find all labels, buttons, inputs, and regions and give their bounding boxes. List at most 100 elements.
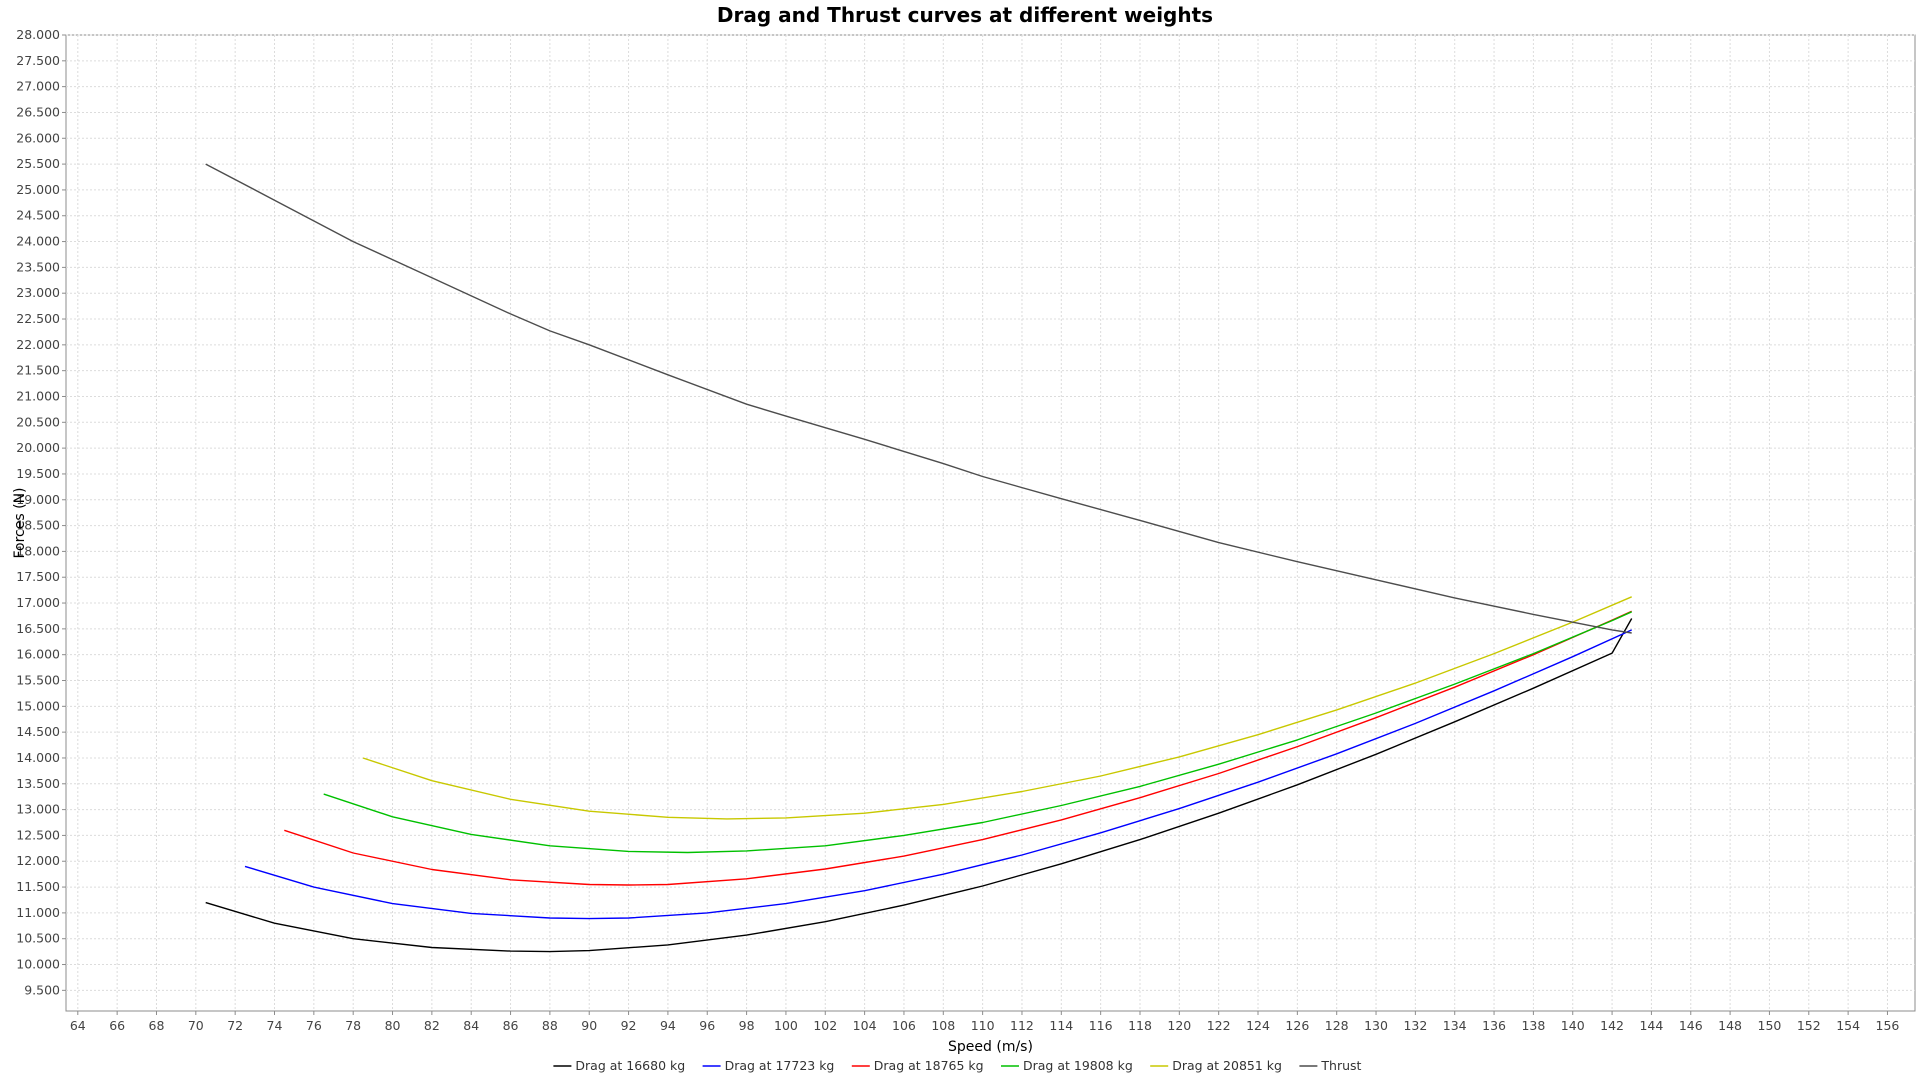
y-tick-label: 26.500	[16, 104, 60, 119]
x-tick-label: 112	[1010, 1018, 1034, 1033]
x-tick-label: 142	[1600, 1018, 1624, 1033]
series-line-drag-at-19808-kg	[323, 611, 1632, 854]
y-tick-label: 23.500	[16, 259, 60, 274]
x-tick-label: 108	[931, 1018, 955, 1033]
y-tick-label: 25.500	[16, 156, 60, 171]
x-tick-label: 96	[699, 1018, 715, 1033]
x-tick-label: 68	[149, 1018, 165, 1033]
y-tick-label: 16.000	[16, 647, 60, 662]
y-tick-label: 24.500	[16, 208, 60, 223]
y-tick-label: 11.000	[16, 905, 60, 920]
legend: Drag at 16680 kg Drag at 17723 kg Drag at …	[553, 1058, 1362, 1073]
x-tick-label: 130	[1364, 1018, 1388, 1033]
y-tick-label: 11.500	[16, 879, 60, 894]
x-tick-label: 64	[70, 1018, 86, 1033]
y-tick-label: 19.000	[16, 492, 60, 507]
x-tick-label: 124	[1246, 1018, 1270, 1033]
x-tick-label: 118	[1128, 1018, 1152, 1033]
x-axis: 64 66 68 70 72 74 76 78 80 82 84 86 88 90 92 94 96 98 100 1…	[70, 1011, 1900, 1033]
x-tick-label: 152	[1797, 1018, 1821, 1033]
y-tick-label: 21.500	[16, 363, 60, 378]
series-line-thrust	[205, 163, 1632, 634]
y-tick-label: 14.000	[16, 750, 60, 765]
x-tick-label: 146	[1679, 1018, 1703, 1033]
x-tick-label: 82	[424, 1018, 440, 1033]
y-tick-label: 28.000	[16, 27, 60, 42]
y-tick-label: 16.500	[16, 621, 60, 636]
y-axis: 9.500 10.000 10.500 11.000 11.500 12.000 12.50…	[16, 27, 66, 997]
y-tick-label: 10.000	[16, 957, 60, 972]
x-axis-label: Speed (m/s)	[948, 1039, 1033, 1055]
x-tick-label: 90	[581, 1018, 597, 1033]
x-tick-label: 94	[660, 1018, 676, 1033]
x-tick-label: 74	[267, 1018, 283, 1033]
y-tick-label: 17.000	[16, 595, 60, 610]
y-tick-label: 15.500	[16, 673, 60, 688]
legend-label-drag-at-20851-kg: Drag at 20851 kg	[1172, 1058, 1282, 1073]
y-tick-label: 13.000	[16, 802, 60, 817]
y-tick-label: 27.500	[16, 53, 60, 68]
series-line-drag-at-17723-kg	[244, 629, 1632, 920]
y-tick-label: 26.000	[16, 130, 60, 145]
x-tick-label: 116	[1089, 1018, 1113, 1033]
x-tick-label: 126	[1285, 1018, 1309, 1033]
x-tick-label: 70	[188, 1018, 204, 1033]
y-tick-label: 22.500	[16, 311, 60, 326]
y-tick-label: 14.500	[16, 724, 60, 739]
y-tick-label: 13.500	[16, 776, 60, 791]
plot-area	[65, 34, 1916, 1012]
x-tick-label: 80	[385, 1018, 401, 1033]
y-tick-label: 12.000	[16, 853, 60, 868]
x-tick-label: 144	[1639, 1018, 1663, 1033]
chart-title: Drag and Thrust curves at different weig…	[717, 3, 1213, 27]
x-tick-label: 154	[1836, 1018, 1860, 1033]
y-tick-label: 18.000	[16, 543, 60, 558]
y-tick-label: 23.000	[16, 285, 60, 300]
x-tick-label: 86	[503, 1018, 519, 1033]
legend-label-drag-at-19808-kg: Drag at 19808 kg	[1023, 1058, 1133, 1073]
y-tick-label: 18.500	[16, 518, 60, 533]
x-tick-label: 148	[1718, 1018, 1742, 1033]
y-tick-label: 21.000	[16, 388, 60, 403]
x-tick-label: 134	[1443, 1018, 1467, 1033]
y-tick-label: 27.000	[16, 79, 60, 94]
x-tick-label: 92	[621, 1018, 637, 1033]
legend-label-drag-at-17723-kg: Drag at 17723 kg	[725, 1058, 835, 1073]
y-tick-label: 17.500	[16, 569, 60, 584]
x-tick-label: 76	[306, 1018, 322, 1033]
y-tick-label: 25.000	[16, 182, 60, 197]
y-tick-label: 19.500	[16, 466, 60, 481]
x-tick-label: 114	[1049, 1018, 1073, 1033]
y-axis-label: Forces (N)	[12, 487, 28, 558]
x-tick-label: 100	[774, 1018, 798, 1033]
y-tick-label: 22.000	[16, 337, 60, 352]
x-tick-label: 150	[1758, 1018, 1782, 1033]
y-tick-label: 24.000	[16, 234, 60, 249]
x-tick-label: 132	[1403, 1018, 1427, 1033]
x-tick-label: 156	[1876, 1018, 1900, 1033]
x-tick-label: 84	[463, 1018, 479, 1033]
series-line-drag-at-20851-kg	[362, 596, 1632, 820]
x-tick-label: 122	[1207, 1018, 1231, 1033]
x-tick-label: 106	[892, 1018, 916, 1033]
legend-label-thrust: Thrust	[1320, 1058, 1361, 1073]
x-tick-label: 102	[813, 1018, 837, 1033]
y-tick-label: 15.000	[16, 698, 60, 713]
y-tick-label: 20.500	[16, 414, 60, 429]
series-line-drag-at-18765-kg	[284, 610, 1632, 886]
y-tick-label: 9.500	[24, 982, 60, 997]
grid	[66, 34, 1915, 1011]
x-tick-label: 140	[1561, 1018, 1585, 1033]
x-tick-label: 66	[109, 1018, 125, 1033]
series-group	[205, 163, 1633, 953]
x-tick-label: 110	[971, 1018, 995, 1033]
legend-label-drag-at-16680-kg: Drag at 16680 kg	[575, 1058, 685, 1073]
y-tick-label: 12.500	[16, 827, 60, 842]
x-tick-label: 128	[1325, 1018, 1349, 1033]
y-tick-label: 10.500	[16, 931, 60, 946]
x-tick-label: 88	[542, 1018, 558, 1033]
x-tick-label: 120	[1167, 1018, 1191, 1033]
series-line-drag-at-16680-kg	[205, 618, 1633, 953]
legend-label-drag-at-18765-kg: Drag at 18765 kg	[874, 1058, 984, 1073]
